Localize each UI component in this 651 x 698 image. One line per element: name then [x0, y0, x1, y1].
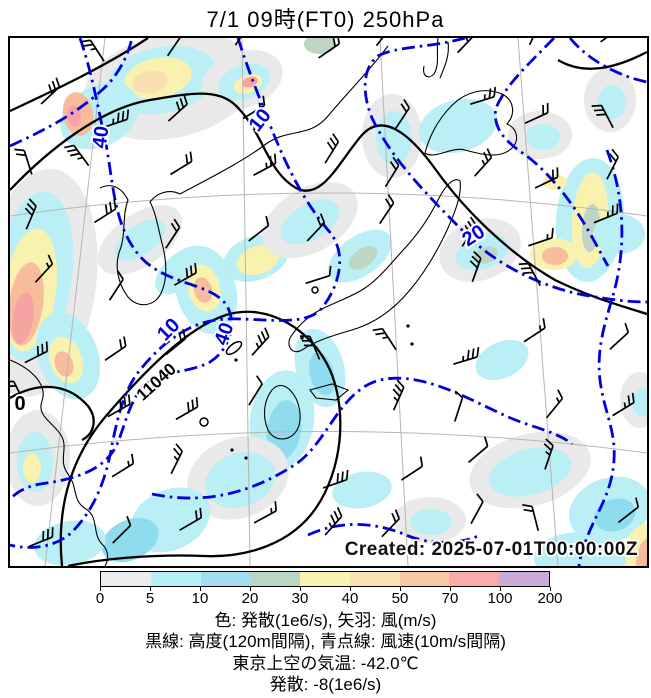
contour-label-0: 0	[14, 393, 25, 415]
colorbar-tick-mark	[100, 587, 101, 591]
colorbar-tick-mark	[200, 587, 201, 591]
divergence-shading	[10, 38, 647, 566]
closed-contour	[225, 340, 243, 356]
colorbar-tick-mark	[500, 587, 501, 591]
wind-barbs	[10, 38, 640, 548]
created-timestamp: Created: 2025-07-01T00:00:00Z	[345, 539, 638, 560]
colorbar-segment	[300, 572, 350, 586]
colorbar-tick-mark	[300, 587, 301, 591]
legend-line-tokyo-temp: 東京上空の気温: -42.0℃	[232, 654, 419, 673]
colorbar-tick-label: 0	[95, 590, 105, 607]
colorbar-segment	[449, 572, 500, 586]
contour-label-40: 40	[89, 125, 114, 150]
colorbar-tick-label: 200	[537, 590, 563, 607]
chart-title: 7/1 09時(FT0) 250hPa	[206, 7, 445, 32]
colorbar-tick-label: 50	[391, 590, 409, 607]
colorbar-tick-label: 20	[241, 590, 259, 607]
colorbar-segment	[349, 572, 400, 586]
colorbar-tick-mark	[249, 587, 251, 591]
calm-wind-circle	[199, 417, 209, 427]
legend-line-divergence: 発散: -8(1e6/s)	[269, 675, 382, 694]
colorbar-tick-label: 70	[441, 590, 459, 607]
height-contours	[10, 38, 647, 566]
colorbar-tick-mark	[399, 587, 401, 591]
colorbar-tick-label: 40	[341, 590, 359, 607]
legend-line-contours: 黒線: 高度(120m間隔), 青点線: 風速(10m/s間隔)	[145, 632, 506, 651]
legend-line-color-barb: 色: 発散(1e6/s), 矢羽: 風(m/s)	[214, 611, 437, 630]
colorbar-tick-label: 30	[291, 590, 309, 607]
colorbar-tick-label: 10	[191, 590, 209, 607]
colorbar-tick-mark	[550, 587, 551, 591]
colorbar-segment	[499, 572, 550, 586]
contour-label-10: 10	[245, 105, 276, 136]
map-area: 40 40 10 10 20 11040 0 Created: 2025-07-01T00:0…	[8, 36, 649, 568]
colorbar-segment	[150, 572, 201, 586]
colorbar-tick-mark	[150, 587, 151, 591]
calm-wind-circle	[311, 286, 319, 294]
colorbar	[100, 571, 550, 587]
colorbar-tick-label: 100	[487, 590, 513, 607]
colorbar-segment	[200, 572, 251, 586]
colorbar-segment	[250, 572, 301, 586]
colorbar-tick-mark	[350, 587, 351, 591]
isotach-contours	[10, 38, 647, 566]
colorbar-tick-mark	[450, 587, 451, 591]
colorbar-segment	[399, 572, 450, 586]
colorbar-tick-label: 5	[145, 590, 155, 607]
contour-label-11040: 11040	[133, 359, 180, 404]
colorbar-ticks: 0 5 10 20 30 40 50 70 100 200	[96, 587, 563, 608]
colorbar-segment	[101, 572, 151, 586]
